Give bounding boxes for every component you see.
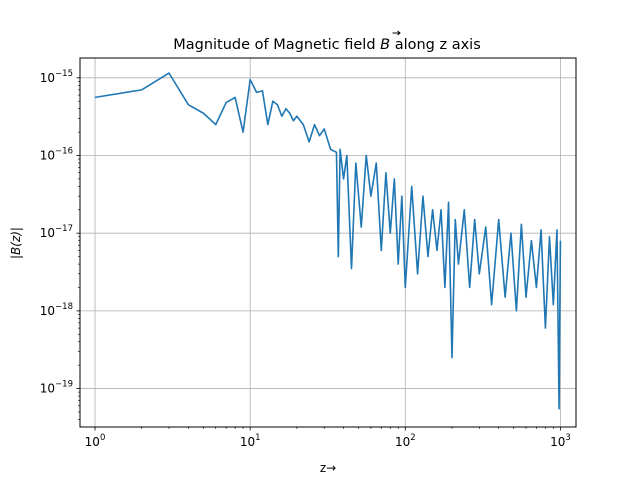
- y-tick-exponent: −19: [55, 380, 73, 390]
- y-axis-label-text: |B(z)|: [9, 227, 23, 259]
- series-line: [94, 72, 562, 410]
- y-tick-label: 10−18: [40, 302, 73, 318]
- y-axis-label: |B(z)|: [9, 227, 23, 259]
- y-tick-base: 10: [40, 149, 55, 163]
- chart-title-symbol: B: [380, 37, 390, 53]
- x-tick-exponent: 3: [565, 433, 570, 443]
- y-tick-label: 10−15: [40, 69, 73, 85]
- x-tick-base: 10: [395, 435, 410, 449]
- x-axis-label: z→: [320, 461, 336, 475]
- y-tick-label: 10−16: [40, 147, 73, 163]
- x-tick-label: 103: [550, 433, 571, 449]
- y-tick-base: 10: [40, 304, 55, 318]
- y-tick-base: 10: [40, 71, 55, 85]
- y-tick-label: 10−19: [40, 380, 73, 396]
- y-tick-base: 10: [40, 382, 55, 396]
- x-tick-exponent: 0: [100, 433, 105, 443]
- x-tick-base: 10: [85, 435, 100, 449]
- y-tick-exponent: −16: [55, 147, 73, 157]
- x-tick-base: 10: [550, 435, 565, 449]
- chart-title-prefix: Magnitude of Magnetic field: [173, 37, 380, 53]
- x-tick-label: 100: [85, 433, 106, 449]
- y-tick-base: 10: [40, 226, 55, 240]
- x-tick-label: 102: [395, 433, 416, 449]
- x-tick-exponent: 2: [410, 433, 415, 443]
- x-tick-exponent: 1: [255, 433, 260, 443]
- chart-title-suffix: along z axis: [390, 37, 481, 53]
- title-vector-arrow: [392, 30, 401, 36]
- plot-area: [94, 72, 562, 410]
- x-tick-base: 10: [240, 435, 255, 449]
- y-tick-exponent: −15: [55, 69, 73, 79]
- chart-title: Magnitude of Magnetic field B along z ax…: [173, 37, 481, 53]
- axes-frame: [79, 57, 577, 428]
- y-tick-label: 10−17: [40, 224, 73, 240]
- y-tick-exponent: −17: [55, 224, 73, 234]
- x-tick-label: 101: [240, 433, 261, 449]
- y-tick-exponent: −18: [55, 302, 73, 312]
